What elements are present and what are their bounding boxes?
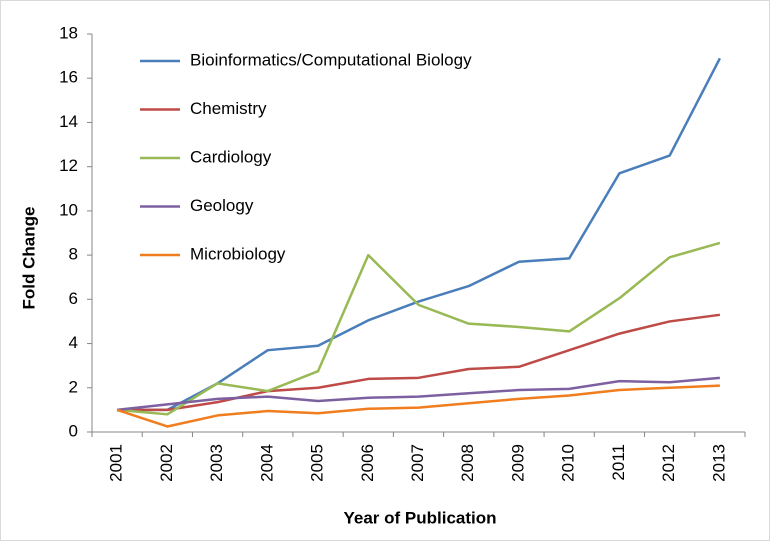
y-tick-label: 18 [59,23,78,42]
series-line [117,313,721,412]
x-tick-label: 2010 [559,444,578,482]
y-tick-label: 0 [69,421,78,440]
x-tick-label: 2006 [358,444,377,482]
y-tick-label: 10 [59,200,78,219]
x-tick-label: 2005 [308,444,327,482]
x-tick-label: 2001 [107,444,126,482]
x-tick-label: 2009 [508,444,527,482]
legend-label: Microbiology [190,244,286,263]
x-tick-label: 2007 [408,444,427,482]
y-tick-label: 2 [69,377,78,396]
y-tick-label: 6 [69,289,78,308]
x-axis-label: Year of Publication [343,508,496,527]
x-tick-label: 2012 [659,444,678,482]
x-tick-label: 2003 [207,444,226,482]
x-tick-label: 2002 [157,444,176,482]
x-tick-label: 2013 [709,444,728,482]
y-tick-label: 8 [69,245,78,264]
x-tick-label: 2008 [458,444,477,482]
y-tick-label: 16 [59,68,78,87]
legend-label: Bioinformatics/Computational Biology [190,50,472,69]
x-tick-label: 2011 [609,444,628,481]
legend-label: Cardiology [190,147,272,166]
x-tick-label: 2004 [257,444,276,482]
series-line [117,241,721,416]
series-line [116,384,720,428]
y-axis-label: Fold Change [19,207,38,310]
legend-label: Geology [190,196,254,215]
y-tick-label: 4 [69,333,78,352]
y-tick-label: 14 [59,112,78,131]
legend-label: Chemistry [190,99,267,118]
y-tick-label: 12 [59,156,78,175]
series-line [116,376,720,412]
